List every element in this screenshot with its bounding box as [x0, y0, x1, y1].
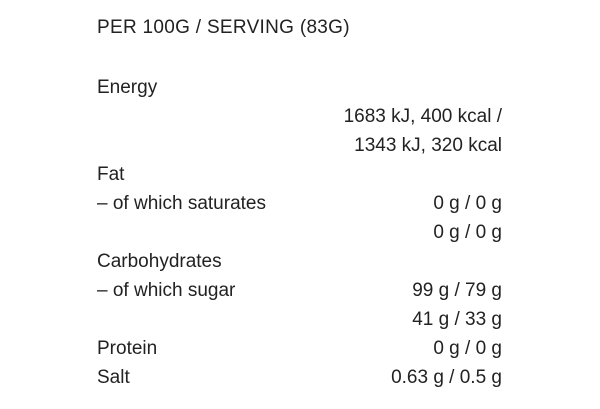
row-value: 0 g / 0 g: [433, 338, 502, 359]
row-value: 1683 kJ, 400 kcal /: [343, 106, 502, 127]
row-value: 1343 kJ, 320 kcal: [354, 135, 502, 156]
row-value: 41 g / 33 g: [412, 309, 502, 330]
row-label: Energy: [97, 77, 158, 98]
row-label: – of which sugar: [97, 280, 236, 301]
panel-title: PER 100G / SERVING (83G): [97, 17, 350, 38]
row-label: Carbohydrates: [97, 251, 222, 272]
row-value: 0.63 g / 0.5 g: [391, 367, 502, 388]
row-label: Protein: [97, 338, 158, 359]
row-value: 0 g / 0 g: [433, 222, 502, 243]
row-value: 99 g / 79 g: [412, 280, 502, 301]
row-label: Fat: [97, 164, 125, 185]
row-value: 0 g / 0 g: [433, 193, 502, 214]
row-label: Salt: [97, 367, 130, 388]
row-label: – of which saturates: [97, 193, 266, 214]
